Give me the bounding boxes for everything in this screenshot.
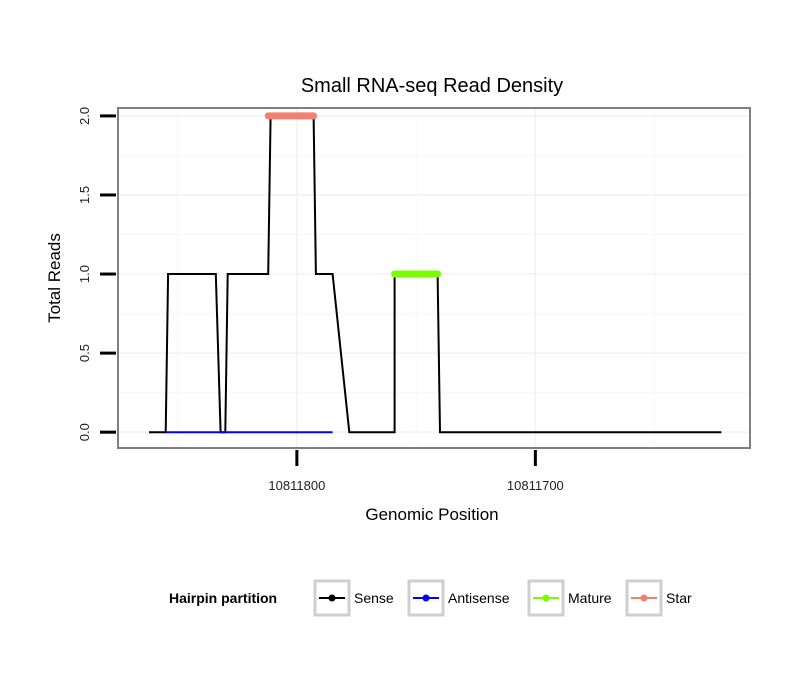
legend-label-antisense: Antisense — [448, 590, 510, 606]
legend: Hairpin partition Sense Antisense Mature St… — [169, 579, 692, 617]
legend-key-point — [422, 594, 430, 602]
legend-key-point — [542, 594, 550, 602]
legend-label-sense: Sense — [354, 590, 394, 606]
series-layer — [149, 112, 722, 434]
series-sense-line — [149, 114, 722, 434]
y-tick-label: 0.0 — [77, 423, 92, 441]
y-tick-label: 0.5 — [77, 344, 92, 362]
axis-layer: 0.0 0.5 1.0 1.5 2.0 10811800 10811700 — [77, 107, 564, 493]
plot-panel-border — [117, 107, 751, 449]
legend-key-point — [640, 594, 648, 602]
grid — [118, 108, 750, 448]
x-axis-title: Genomic Position — [365, 505, 498, 524]
legend-title: Hairpin partition — [169, 590, 277, 606]
y-axis-title: Total Reads — [45, 233, 64, 323]
y-tick-label: 1.5 — [77, 186, 92, 204]
legend-label-star: Star — [666, 590, 692, 606]
y-tick-label: 1.0 — [77, 265, 92, 283]
x-tick-label: 10811800 — [268, 478, 325, 493]
x-tick-label: 10811700 — [507, 478, 564, 493]
legend-label-mature: Mature — [568, 590, 612, 606]
legend-key-point — [328, 594, 336, 602]
y-tick-label: 2.0 — [77, 107, 92, 125]
chart-title: Small RNA-seq Read Density — [301, 75, 563, 97]
